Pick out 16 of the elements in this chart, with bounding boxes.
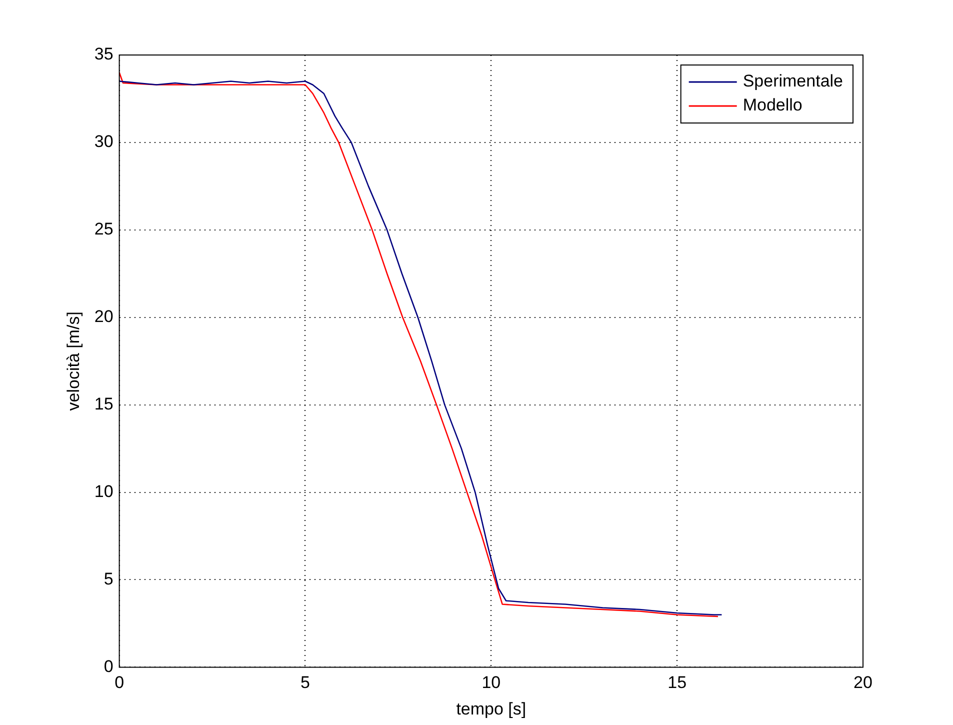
y-tick-label: 25 <box>94 220 114 239</box>
y-tick-label: 10 <box>94 482 114 501</box>
x-tick-label: 20 <box>854 673 872 692</box>
x-tick-label: 10 <box>482 673 501 692</box>
x-tick-label: 15 <box>668 673 687 692</box>
y-tick-label: 20 <box>94 307 114 326</box>
y-tick-label: 30 <box>94 132 114 152</box>
y-tick-label: 0 <box>104 656 114 676</box>
x-axis-title: tempo [s] <box>456 699 526 718</box>
x-tick-label: 5 <box>300 673 310 692</box>
legend-label: Sperimentale <box>742 72 844 91</box>
y-axis-title: velocità [m/s] <box>64 312 83 411</box>
y-tick-label: 35 <box>94 44 114 64</box>
legend-label: Modello <box>742 96 802 115</box>
y-tick-label: 15 <box>94 394 114 414</box>
y-tick-label: 5 <box>104 569 114 588</box>
